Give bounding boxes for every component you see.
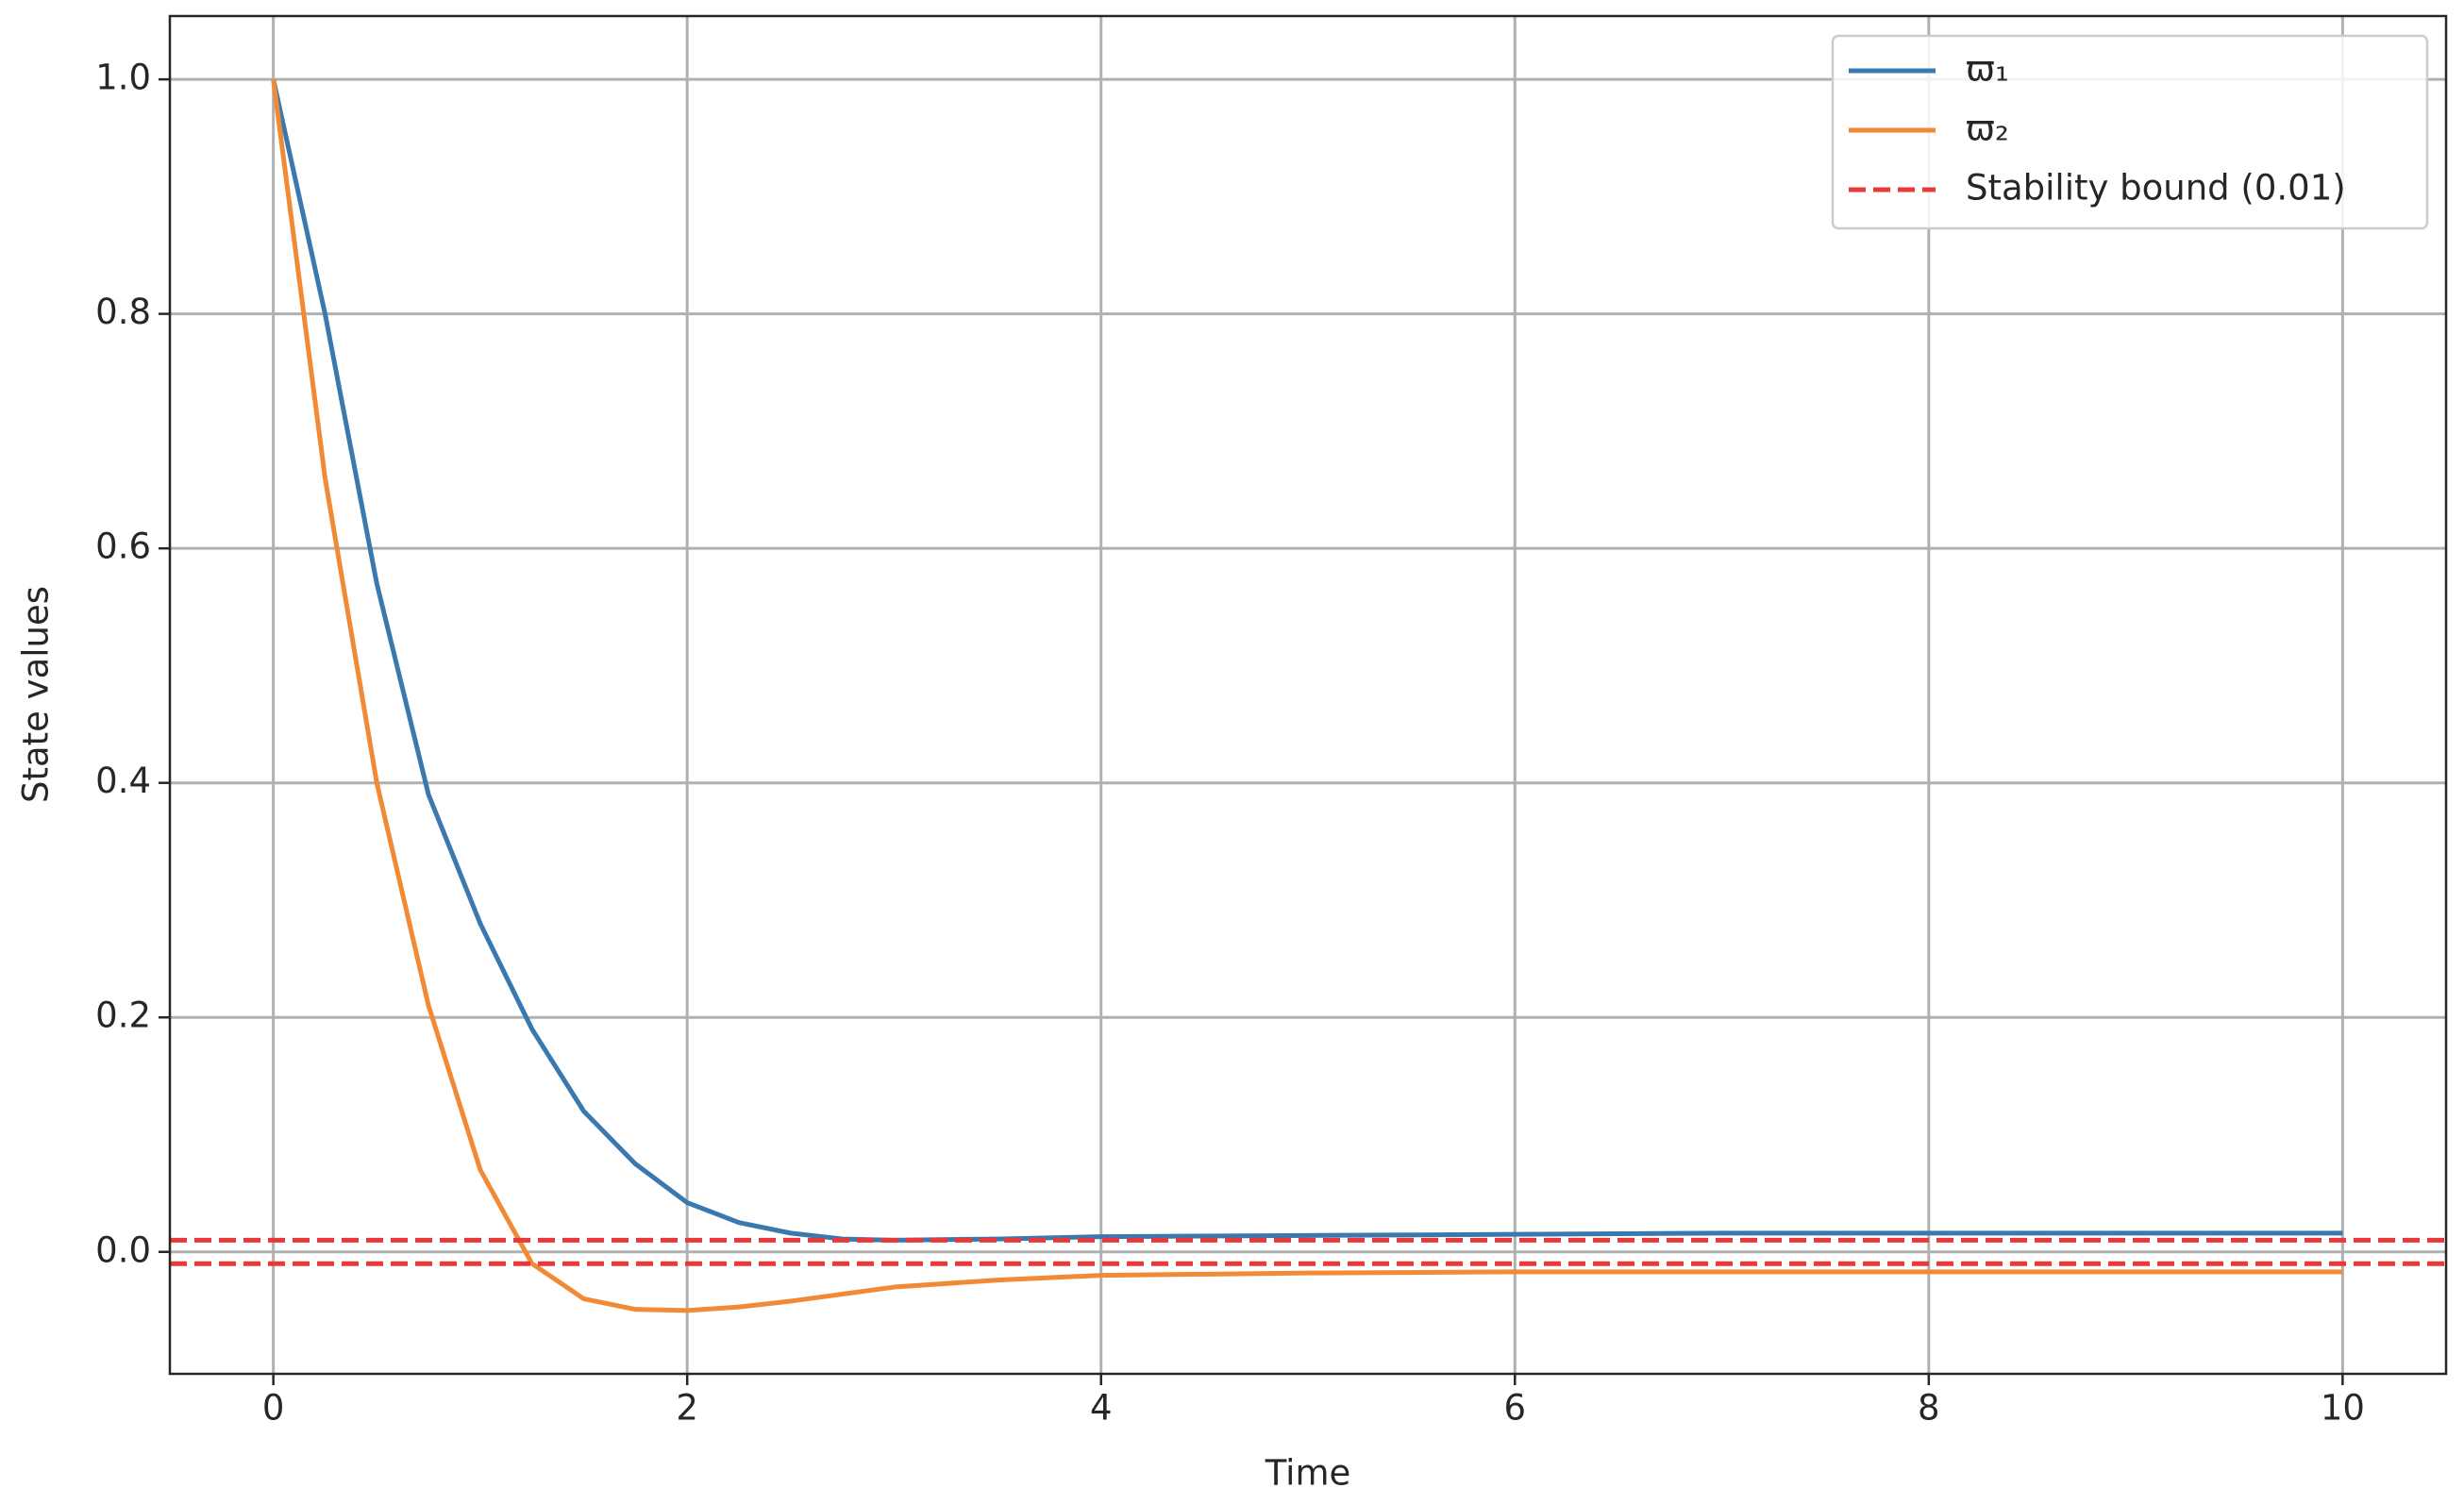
- x-axis-label: Time: [1265, 1453, 1351, 1494]
- series-line: [271, 78, 2343, 1243]
- y-tick-label: 0.4: [95, 761, 151, 801]
- x-tick-label: 10: [2321, 1388, 2365, 1429]
- plot-frame: [168, 14, 2448, 1376]
- legend-label: ϖ₂: [1966, 109, 2009, 149]
- x-tick-label: 8: [1918, 1388, 1940, 1429]
- series-line: [271, 78, 2343, 1313]
- y-tick-label: 0.6: [95, 527, 151, 567]
- x-tick-label: 4: [1090, 1388, 1113, 1429]
- y-tick-label: 1.0: [95, 58, 151, 98]
- legend-label: ϖ₁: [1966, 49, 2009, 90]
- y-axis-label: State values: [16, 586, 57, 803]
- legend: ϖ₁ ϖ₂ Stability bound (0.01): [1831, 34, 2429, 230]
- legend-label: Stability bound (0.01): [1966, 168, 2346, 209]
- y-tick-label: 0.0: [95, 1229, 151, 1270]
- x-tick-label: 6: [1503, 1388, 1526, 1429]
- y-tick-label: 0.2: [95, 995, 151, 1036]
- x-tick-label: 0: [262, 1388, 285, 1429]
- x-tick-label: 2: [676, 1388, 698, 1429]
- y-tick-label: 0.8: [95, 292, 151, 332]
- legend-box: [1831, 34, 2429, 230]
